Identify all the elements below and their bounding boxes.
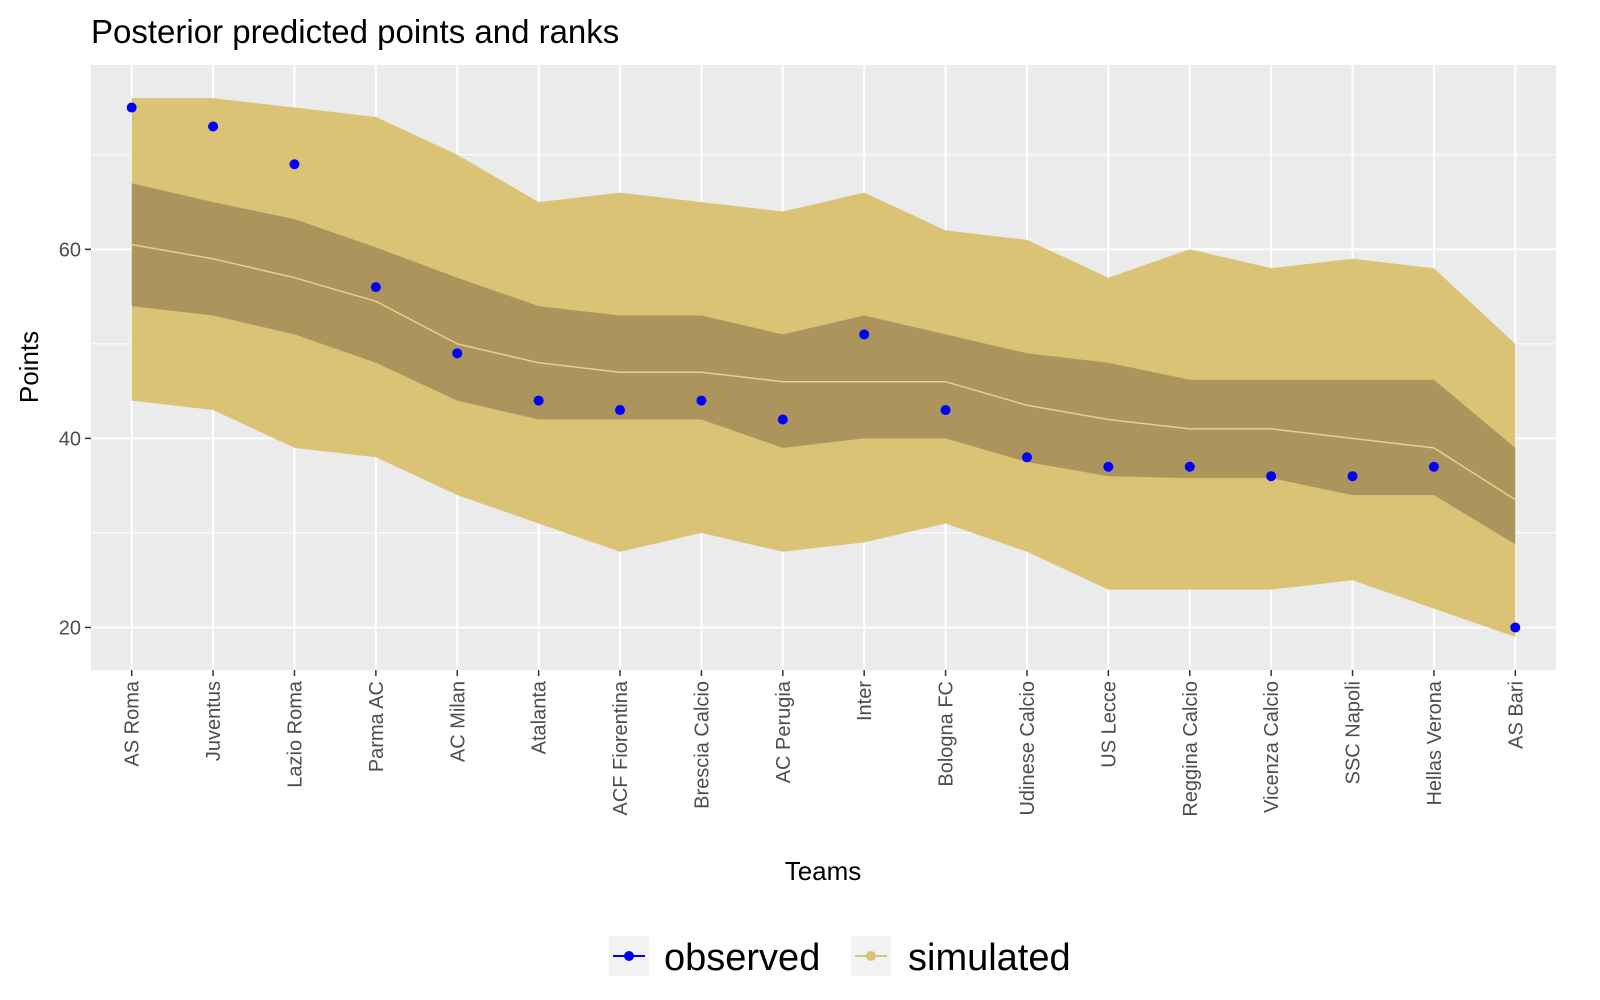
chart-title: Posterior predicted points and ranks	[91, 13, 619, 50]
x-tick-label: Lazio Roma	[285, 680, 307, 788]
x-tick-label: Udinese Calcio	[1017, 681, 1039, 816]
x-tick-label: Brescia Calcio	[691, 681, 713, 809]
y-tick-label: 40	[59, 428, 81, 450]
legend: observed simulated	[609, 936, 1071, 979]
observed-points	[126, 102, 1521, 633]
x-tick-label: Hellas Verona	[1424, 680, 1446, 805]
x-tick-label: AS Bari	[1505, 681, 1527, 749]
observed-point	[370, 282, 381, 293]
y-axis-title: Points	[14, 331, 44, 403]
x-tick-label: Juventus	[203, 681, 225, 761]
observed-point	[940, 405, 951, 416]
x-tick-label: US Lecce	[1098, 681, 1120, 768]
x-axis: AS Roma Juventus Lazio Roma Parma AC AC Mila…	[122, 670, 1527, 817]
x-axis-title: Teams	[785, 856, 862, 886]
x-tick-label: Vicenza Calcio	[1261, 681, 1283, 813]
y-axis: 20 40 60	[59, 239, 91, 639]
observed-point	[777, 414, 788, 425]
legend-key-simulated-point	[866, 951, 876, 961]
x-tick-label: Parma AC	[366, 681, 388, 772]
observed-point	[289, 159, 300, 170]
observed-point	[615, 405, 626, 416]
x-tick-label: Atalanta	[529, 680, 551, 754]
observed-point	[1266, 471, 1277, 482]
observed-point	[1103, 461, 1114, 472]
simulated-inner-band	[131, 183, 1516, 545]
legend-key-observed-point	[624, 951, 634, 961]
observed-point	[859, 329, 870, 340]
legend-label-observed: observed	[664, 937, 820, 979]
observed-point	[696, 395, 707, 406]
observed-point	[1347, 471, 1358, 482]
observed-point	[1510, 622, 1521, 633]
observed-point	[126, 102, 137, 113]
y-tick-label: 60	[59, 239, 81, 261]
observed-point	[1184, 461, 1195, 472]
observed-point	[208, 121, 219, 132]
simulated-median-line	[131, 243, 1516, 501]
simulated-bands	[131, 98, 1516, 637]
observed-point	[533, 395, 544, 406]
observed-point	[452, 348, 463, 359]
x-tick-label: AS Roma	[122, 680, 144, 766]
x-tick-label: ACF Fiorentina	[610, 680, 632, 815]
x-tick-label: Reggina Calcio	[1180, 681, 1202, 817]
observed-point	[1428, 461, 1439, 472]
x-tick-label: Bologna FC	[936, 681, 958, 787]
x-tick-label: SSC Napoli	[1343, 681, 1365, 784]
x-tick-label: AC Perugia	[773, 680, 795, 783]
observed-point	[1021, 452, 1032, 463]
legend-label-simulated: simulated	[908, 937, 1071, 979]
x-tick-label: Inter	[854, 681, 876, 721]
x-tick-label: AC Milan	[447, 681, 469, 762]
y-tick-label: 20	[59, 617, 81, 639]
